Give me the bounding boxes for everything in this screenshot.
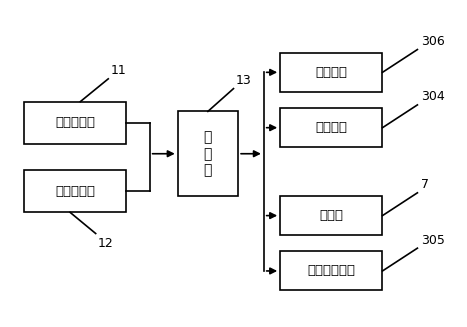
Text: 电磁阀: 电磁阀	[319, 209, 343, 222]
Text: 半导体制冷片: 半导体制冷片	[307, 265, 355, 277]
Text: 散热风扇: 散热风扇	[315, 66, 347, 79]
Text: 温度传感器: 温度传感器	[55, 116, 95, 129]
Text: 306: 306	[421, 35, 445, 48]
Bar	[280, 251, 382, 290]
Text: 304: 304	[421, 90, 445, 103]
Bar	[24, 102, 127, 144]
Bar	[280, 196, 382, 235]
Bar	[280, 53, 382, 92]
Text: 水位传感器: 水位传感器	[55, 185, 95, 198]
Text: 305: 305	[421, 233, 445, 247]
Bar	[24, 170, 127, 212]
Bar	[177, 112, 238, 196]
Text: 12: 12	[98, 237, 114, 250]
Text: 7: 7	[421, 178, 429, 191]
Text: 微型水泵: 微型水泵	[315, 121, 347, 134]
Text: 11: 11	[111, 64, 127, 77]
Bar	[280, 108, 382, 147]
Text: 13: 13	[236, 74, 252, 87]
Text: 单
片
机: 单 片 机	[204, 130, 212, 177]
